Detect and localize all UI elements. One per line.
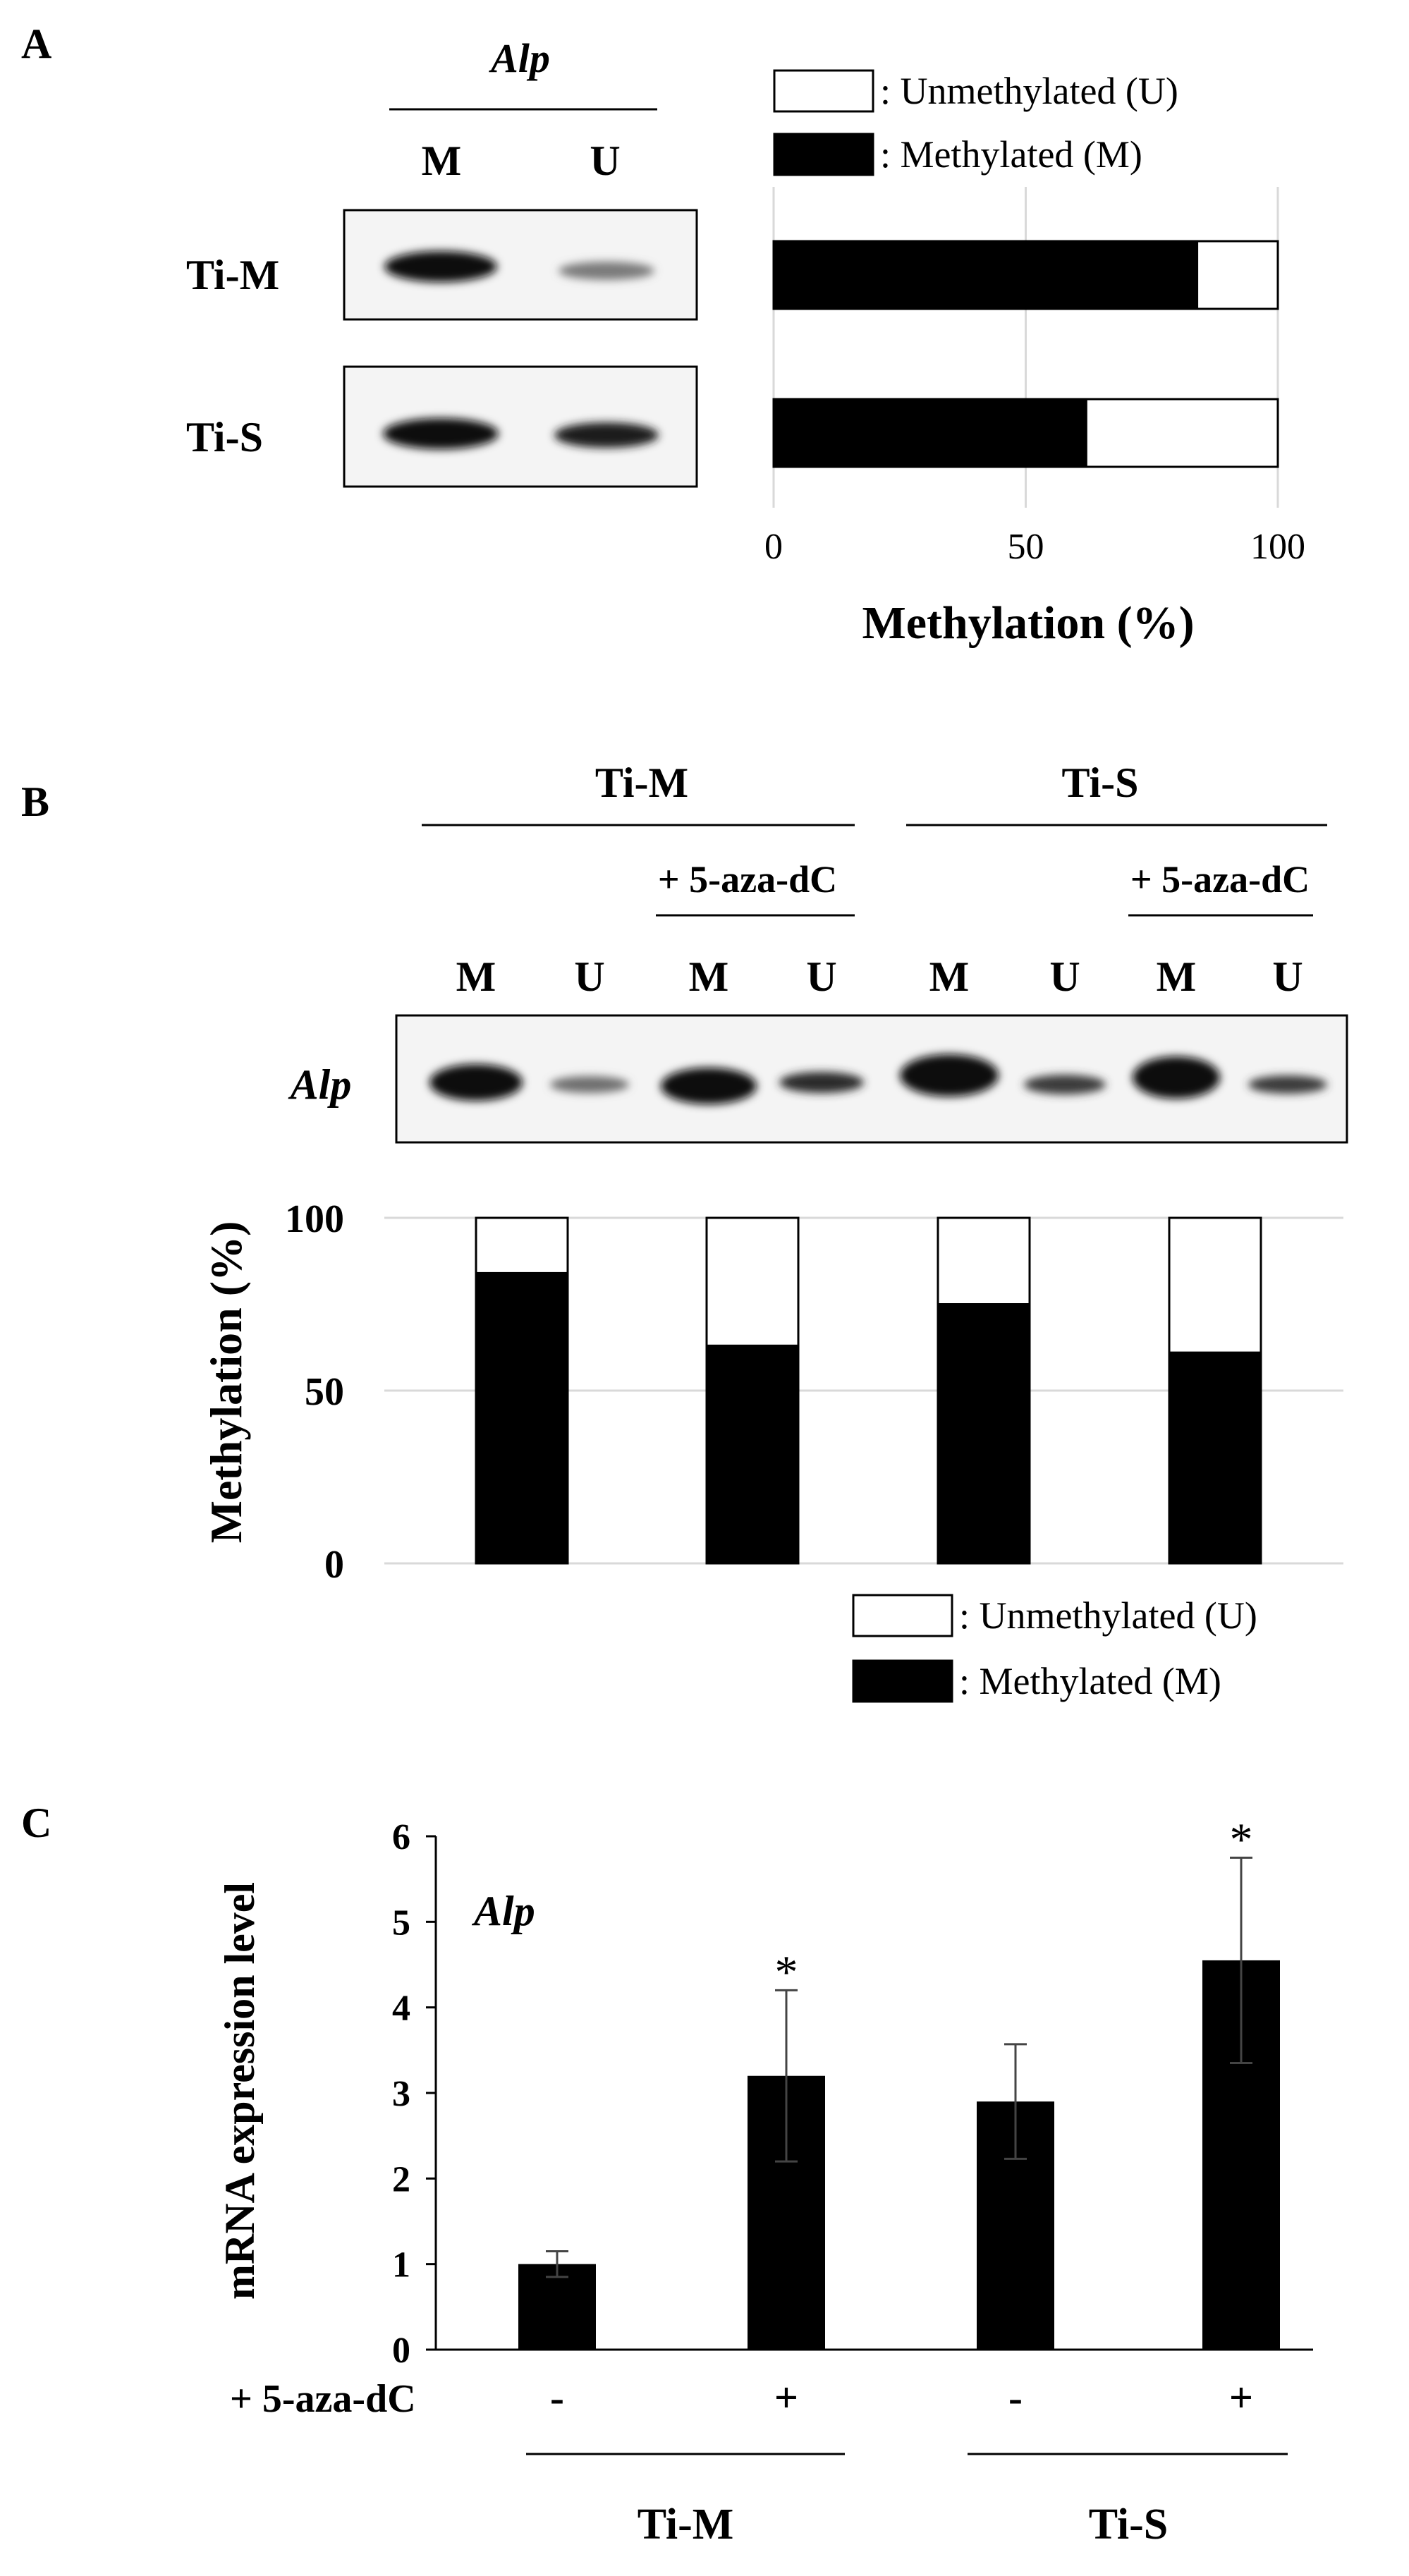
panel-c-group-ti-s: Ti-S — [1089, 2501, 1169, 2548]
lane-label: U — [806, 953, 836, 1000]
treatment-sign: + — [1229, 2374, 1253, 2421]
panel-a-chart: 0 50 100 — [764, 187, 1305, 567]
gel-band — [550, 1076, 629, 1093]
treatment-sign: + — [774, 2374, 798, 2421]
y-tick-label: 100 — [285, 1197, 344, 1241]
gel-band — [384, 251, 497, 282]
panel-b-letter: B — [21, 779, 49, 825]
bar-methylated — [937, 1303, 1031, 1565]
panel-b-gel — [395, 1014, 1348, 1144]
gel-band — [779, 1072, 864, 1093]
bar-unmethylated — [1085, 398, 1279, 468]
y-tick-label: 0 — [324, 1543, 344, 1587]
panel-c-ylabel: mRNA expression level — [216, 1882, 263, 2300]
panel-b-chart: 0 50 100 — [285, 1197, 1343, 1587]
panel-a-legend-unmethylated: : Unmethylated (U) — [880, 70, 1178, 112]
lane-label: M — [456, 953, 496, 1000]
panel-a-lane-m: M — [422, 138, 462, 184]
bar-methylated — [772, 240, 1199, 310]
panel-c: C mRNA expression level Alp 0 1 2 3 4 5 6 * * + … — [21, 1800, 1313, 2548]
bar-methylated — [475, 1271, 569, 1565]
y-tick-label: 50 — [305, 1370, 344, 1414]
panel-c-treatment-signs: - + - + — [550, 2374, 1253, 2421]
panel-c-chart: 0 1 2 3 4 5 6 * * — [392, 1814, 1313, 2371]
panel-b: B Ti-M Ti-S + 5-aza-dC + 5-aza-dC M U M U M U… — [21, 759, 1348, 1703]
gel-band — [1248, 1075, 1327, 1094]
lane-label: M — [929, 953, 970, 1000]
panel-b-treatment-ti-s: + 5-aza-dC — [1130, 858, 1310, 901]
panel-a: A Alp M U Ti-M Ti-S : Unmethylated (U) :… — [21, 20, 1305, 649]
bar-methylated — [705, 1344, 800, 1565]
treatment-sign: - — [550, 2374, 564, 2421]
gel-band — [661, 1068, 757, 1104]
y-tick-label: 4 — [392, 1989, 410, 2029]
panel-b-legend-unmethylated: : Unmethylated (U) — [959, 1594, 1257, 1637]
gel-band — [559, 262, 654, 280]
bar-unmethylated — [1196, 240, 1279, 310]
panel-b-ylabel: Methylation (%) — [201, 1221, 251, 1544]
panel-b-gene-label: Alp — [288, 1061, 352, 1108]
panel-a-legend-methylated: : Methylated (M) — [880, 133, 1142, 176]
x-tick-label: 100 — [1250, 527, 1305, 567]
bar-unmethylated — [705, 1216, 800, 1347]
gel-band — [1024, 1075, 1106, 1094]
lane-label: U — [574, 953, 604, 1000]
bar-unmethylated — [1168, 1216, 1262, 1354]
panel-b-legend-swatch-unmethylated — [852, 1594, 953, 1637]
gel-band — [554, 422, 659, 448]
lane-label: U — [1272, 953, 1303, 1000]
gel-band — [900, 1054, 999, 1097]
panel-b-group-ti-s: Ti-S — [1062, 759, 1139, 806]
panel-b-legend-swatch-methylated — [852, 1659, 953, 1703]
bar-methylated — [1168, 1351, 1262, 1565]
significance-marker: * — [775, 1946, 798, 1998]
panel-c-treatment-label: + 5-aza-dC — [230, 2377, 416, 2421]
panel-a-row-ti-m: Ti-M — [186, 252, 279, 298]
y-tick-label: 2 — [392, 2159, 410, 2199]
panel-b-gel-bands — [429, 1054, 1327, 1104]
panel-a-letter: A — [21, 20, 51, 67]
bar-unmethylated — [937, 1216, 1031, 1305]
panel-a-gene-label: Alp — [489, 35, 550, 81]
gel-band — [1133, 1056, 1220, 1099]
x-tick-label: 0 — [764, 527, 783, 567]
bar — [518, 2264, 596, 2350]
panel-c-gene-label: Alp — [471, 1888, 535, 1934]
y-tick-label: 6 — [392, 1817, 410, 1857]
bar-unmethylated — [475, 1216, 569, 1274]
treatment-sign: - — [1008, 2374, 1023, 2421]
panel-a-row-ti-s: Ti-S — [186, 414, 263, 460]
gel-band — [383, 418, 499, 449]
panel-a-lane-u: U — [590, 138, 620, 184]
panel-a-legend-swatch-methylated — [773, 133, 874, 176]
bar-methylated — [772, 398, 1087, 468]
y-tick-label: 1 — [392, 2245, 410, 2285]
lane-label: M — [1157, 953, 1197, 1000]
lane-label: U — [1049, 953, 1080, 1000]
y-tick-label: 3 — [392, 2074, 410, 2114]
panel-a-gel-ti-s — [343, 365, 698, 488]
panel-a-xlabel: Methylation (%) — [862, 597, 1194, 649]
significance-marker: * — [1230, 1814, 1253, 1865]
y-tick-label: 5 — [392, 1903, 410, 1943]
panel-b-group-ti-m: Ti-M — [595, 759, 688, 806]
x-tick-label: 50 — [1008, 527, 1044, 567]
panel-c-group-ti-m: Ti-M — [638, 2501, 734, 2548]
panel-c-letter: C — [21, 1800, 51, 1846]
panel-a-gel-ti-m — [343, 209, 698, 321]
y-tick-label: 0 — [392, 2331, 410, 2371]
panel-b-treatment-ti-m: + 5-aza-dC — [658, 858, 837, 901]
panel-a-legend-swatch-unmethylated — [773, 69, 874, 113]
lane-label: M — [689, 953, 729, 1000]
gel-band — [429, 1064, 523, 1101]
panel-b-legend-methylated: : Methylated (M) — [959, 1660, 1221, 1702]
